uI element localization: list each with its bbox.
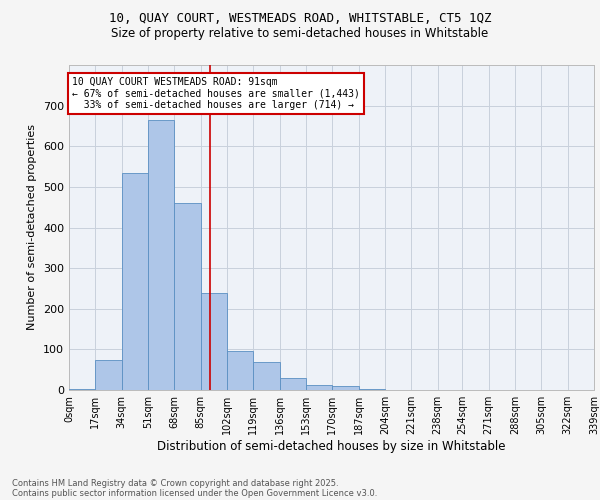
Y-axis label: Number of semi-detached properties: Number of semi-detached properties	[28, 124, 37, 330]
Bar	[95, 360, 122, 390]
Bar	[280, 378, 306, 390]
Bar	[69, 389, 95, 390]
Text: Contains HM Land Registry data © Crown copyright and database right 2025.: Contains HM Land Registry data © Crown c…	[12, 478, 338, 488]
Bar	[175, 203, 200, 390]
Text: 10, QUAY COURT, WESTMEADS ROAD, WHITSTABLE, CT5 1QZ: 10, QUAY COURT, WESTMEADS ROAD, WHITSTAB…	[109, 12, 491, 26]
Bar	[253, 362, 280, 390]
Text: Size of property relative to semi-detached houses in Whitstable: Size of property relative to semi-detach…	[112, 28, 488, 40]
Bar	[200, 292, 227, 390]
X-axis label: Distribution of semi-detached houses by size in Whitstable: Distribution of semi-detached houses by …	[157, 440, 506, 453]
Text: Contains public sector information licensed under the Open Government Licence v3: Contains public sector information licen…	[12, 488, 377, 498]
Bar	[306, 385, 332, 390]
Bar	[122, 172, 148, 390]
Bar	[227, 352, 253, 390]
Bar	[359, 389, 385, 390]
Bar	[332, 386, 359, 390]
Bar	[148, 120, 175, 390]
Text: 10 QUAY COURT WESTMEADS ROAD: 91sqm
← 67% of semi-detached houses are smaller (1: 10 QUAY COURT WESTMEADS ROAD: 91sqm ← 67…	[72, 77, 360, 110]
